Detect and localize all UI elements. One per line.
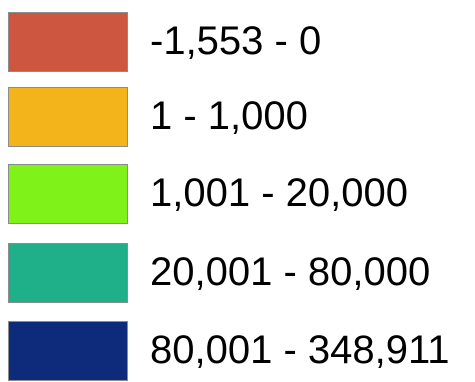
legend-label: 20,001 - 80,000 bbox=[150, 250, 431, 294]
legend-item: 1 - 1,000 bbox=[8, 87, 475, 147]
legend-swatch bbox=[8, 321, 128, 381]
legend-item: -1,553 - 0 bbox=[8, 12, 475, 72]
legend-item: 1,001 - 20,000 bbox=[8, 164, 475, 224]
legend-item: 20,001 - 80,000 bbox=[8, 243, 475, 303]
legend-swatch bbox=[8, 164, 128, 224]
legend-label: 1 - 1,000 bbox=[150, 94, 308, 138]
legend-swatch bbox=[8, 243, 128, 303]
legend-label: 80,001 - 348,911 bbox=[150, 328, 450, 372]
legend-label: 1,001 - 20,000 bbox=[150, 171, 408, 215]
legend-swatch bbox=[8, 12, 128, 72]
legend-item: 80,001 - 348,911 bbox=[8, 321, 475, 381]
legend-swatch bbox=[8, 87, 128, 147]
legend-label: -1,553 - 0 bbox=[150, 19, 322, 63]
